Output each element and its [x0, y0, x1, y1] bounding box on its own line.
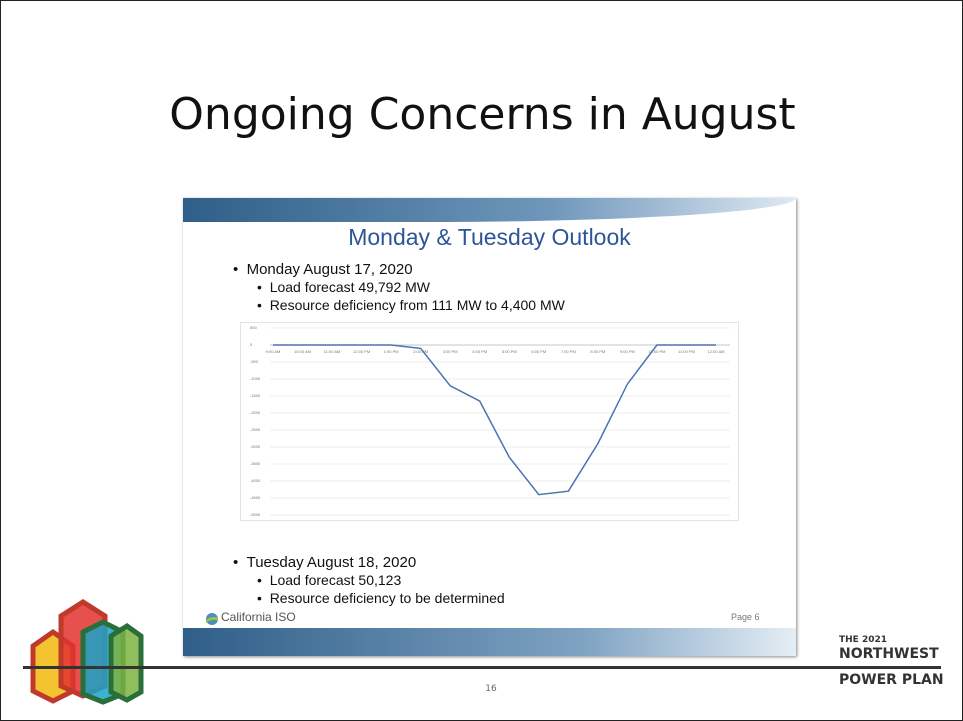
- header-band: [183, 198, 796, 222]
- embedded-slide: Monday & Tuesday Outlook • Monday August…: [183, 198, 796, 656]
- x-tick-label: 4:00 PM: [472, 349, 487, 354]
- logo: [30, 599, 144, 705]
- x-tick-label: 5:00 PM: [502, 349, 517, 354]
- footer-band: [183, 628, 796, 656]
- x-tick-label: 11:00 AM: [324, 349, 341, 354]
- y-tick-label: -4000: [250, 478, 261, 483]
- x-tick-label: 10:00 PM: [648, 349, 665, 354]
- x-tick-label: 6:00 PM: [531, 349, 546, 354]
- rule: [23, 666, 941, 669]
- x-tick-label: 7:00 PM: [561, 349, 576, 354]
- x-tick-label: 9:00 PM: [620, 349, 635, 354]
- org-name: California ISO: [221, 610, 296, 624]
- y-tick-label: 500: [250, 325, 257, 330]
- slide-title: Ongoing Concerns in August: [169, 89, 796, 140]
- y-tick-label: -1500: [250, 393, 261, 398]
- chart: 500 0 -500 -1000 -1500 -2000 -2500 -3000 -3500 -4…: [240, 322, 739, 521]
- x-tick-label: 3:00 PM: [443, 349, 458, 354]
- y-tick-label: -3000: [250, 444, 261, 449]
- x-tick-label: 12:00 AM: [708, 349, 725, 354]
- page-number: 16: [485, 684, 497, 694]
- y-tick-label: -5000: [250, 512, 261, 517]
- org-icon: [206, 613, 218, 625]
- page-label: Page 6: [731, 612, 760, 622]
- x-tick-label: 9:00 AM: [266, 349, 281, 354]
- bullet: • Load forecast 50,123: [257, 572, 402, 588]
- brand-line: NORTHWEST: [839, 646, 939, 662]
- y-tick-label: -1000: [250, 376, 261, 381]
- bullet-text: Tuesday August 18, 2020: [246, 554, 417, 571]
- bullet-text: Monday August 17, 2020: [246, 261, 413, 278]
- line: [273, 344, 716, 496]
- bullet-text: Load forecast 50,123: [269, 572, 402, 588]
- x-tick-label: 11:00 PM: [678, 349, 695, 354]
- y-tick-label: -2500: [250, 427, 261, 432]
- bullet: • Tuesday August 18, 2020: [233, 554, 417, 571]
- y-tick-label: -500: [250, 359, 259, 364]
- bullet-text: Resource deficiency to be determined: [269, 590, 505, 606]
- x-tick-label: 2:00 PM: [413, 349, 428, 354]
- y-tick-label: -2000: [250, 410, 261, 415]
- bullet: • Monday August 17, 2020: [233, 261, 413, 278]
- bullet-text: Resource deficiency from 111 MW to 4,400…: [269, 297, 565, 313]
- brand-line: THE 2021: [839, 635, 888, 645]
- y-tick-label: 0: [250, 342, 253, 347]
- bullet: • Resource deficiency from 111 MW to 4,4…: [257, 297, 565, 313]
- x-tick-label: 8:00 PM: [590, 349, 605, 354]
- y-tick-label: -3500: [250, 461, 261, 466]
- bullet: • Resource deficiency to be determined: [257, 590, 505, 606]
- bullet-text: Load forecast 49,792 MW: [269, 279, 430, 295]
- x-tick-label: 1:00 PM: [384, 349, 399, 354]
- brand-line: POWER PLAN: [839, 672, 944, 688]
- bullet: • Load forecast 49,792 MW: [257, 279, 430, 295]
- y-tick-label: -4500: [250, 495, 261, 500]
- x-tick-label: 12:00 PM: [353, 349, 370, 354]
- chart-frame: [240, 322, 739, 521]
- heading: Monday & Tuesday Outlook: [348, 224, 631, 250]
- x-tick-label: 10:00 AM: [294, 349, 311, 354]
